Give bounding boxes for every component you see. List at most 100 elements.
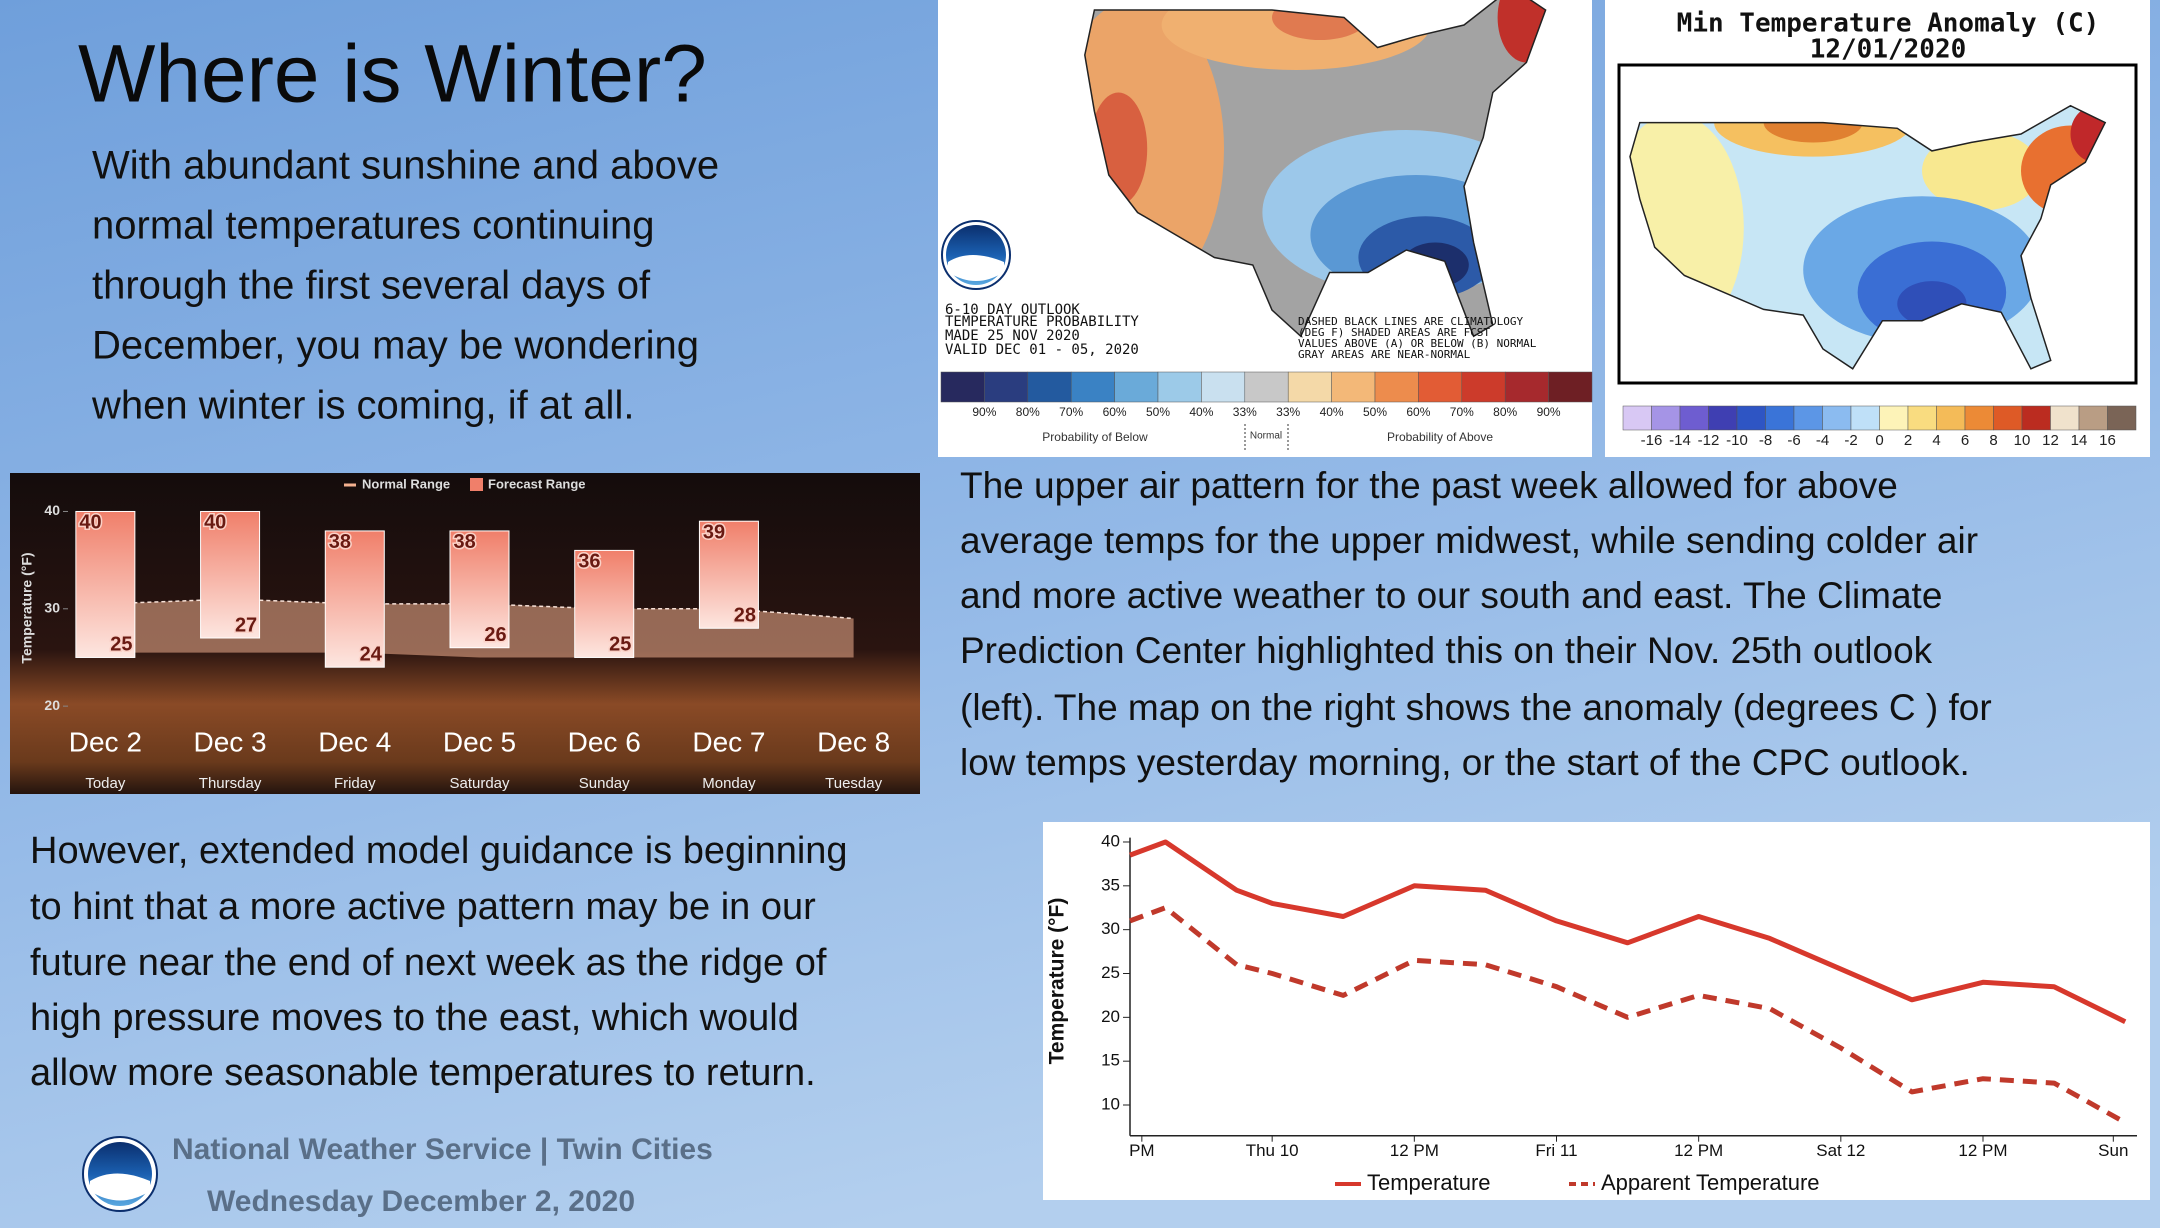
legend-label: 90% (972, 405, 996, 419)
footer-date: Wednesday December 2, 2020 (207, 1185, 635, 1218)
legend-swatch (1201, 371, 1246, 403)
legend-swatch (1374, 371, 1419, 403)
legend-swatch (1504, 371, 1549, 403)
text-line: With abundant sunshine and above (92, 144, 719, 188)
text-line: when winter is coming, if at all. (91, 384, 634, 428)
day-label: Sunday (579, 775, 630, 792)
cpc-text: TEMPERATURE PROBABILITY (945, 314, 1139, 330)
x-tick-label: Sun (2098, 1141, 2128, 1160)
legend-swatch (1765, 405, 1795, 431)
noaa-logo (941, 220, 1011, 290)
anomaly-legend: -16 -14 -12 -10 -8 -6 -4 -2 0 2 4 6 8 10 12 14 16 (1622, 405, 2137, 449)
day-label: Today (85, 775, 126, 792)
legend-label: 33% (1233, 405, 1257, 419)
low-label: 27 (235, 614, 257, 636)
text-line: The upper air pattern for the past week … (960, 465, 1898, 506)
legend-swatch (1736, 405, 1766, 431)
legend-swatch (1907, 405, 1937, 431)
x-tick-label: Dec 6 (568, 726, 641, 757)
legend-label: 60% (1406, 405, 1430, 419)
day-label: Friday (334, 775, 376, 792)
text-line: and more active weather to our south and… (960, 575, 1942, 616)
cpc-note: VALUES ABOVE (A) OR BELOW (B) NORMAL (1298, 337, 1537, 350)
legend-label: 12 (2042, 432, 2059, 449)
text-line: future near the end of next week as the … (30, 942, 827, 984)
series-line (1129, 839, 2127, 1024)
cpc-text: MADE 25 NOV 2020 (945, 328, 1080, 344)
high-label: 38 (329, 531, 351, 553)
legend-label: -6 (1787, 432, 1800, 449)
y-tick-label: 20 (1101, 1007, 1120, 1026)
x-tick-label: Dec 4 (318, 726, 391, 757)
cpc-notes: DASHED BLACK LINES ARE CLIMATOLOGY (DEG … (1298, 315, 1537, 361)
legend-label: Forecast Range (488, 476, 586, 491)
x-tick-label: 12 PM (1674, 1141, 1723, 1160)
x-tick-label: PM (1129, 1141, 1155, 1160)
legend-swatch (1027, 371, 1072, 403)
legend-swatch (2078, 405, 2108, 431)
legend-label: 90% (1537, 405, 1561, 419)
cpc-legend: 90% 80% 70% 60% 50% 40% 33% 33% 40% 50% 60% 70% 80% 9… (940, 371, 1593, 419)
map-zone (1922, 131, 2041, 211)
y-tick-label: 40 (1101, 831, 1120, 850)
forecast-bar (200, 510, 261, 639)
y-tick-label: 35 (1101, 875, 1120, 894)
low-label: 26 (484, 624, 506, 646)
x-tick-label: Dec 7 (692, 726, 765, 757)
legend-swatch (1850, 405, 1880, 431)
high-label: 38 (454, 531, 476, 553)
legend-label: 80% (1016, 405, 1040, 419)
y-axis-title: Temperature (°F) (1046, 898, 1069, 1065)
text-line: average temps for the upper midwest, whi… (960, 520, 1978, 561)
legend-swatch (1070, 371, 1115, 403)
high-label: 39 (703, 521, 725, 543)
legend-swatch (1651, 405, 1681, 431)
low-label: 25 (609, 634, 631, 656)
legend-swatch (984, 371, 1029, 403)
noaa-logo (82, 1136, 158, 1212)
legend-swatch (2050, 405, 2080, 431)
low-label: 28 (734, 605, 756, 627)
day-label: Thursday (199, 775, 262, 792)
legend-label: Temperature (1367, 1170, 1491, 1195)
text-line: (left). The map on the right shows the a… (960, 687, 1992, 728)
footer-office: National Weather Service | Twin Cities (172, 1133, 713, 1166)
legend-swatch (1679, 405, 1709, 431)
x-tick-label: Dec 8 (817, 726, 890, 757)
legend-label: 6 (1961, 432, 1969, 449)
high-label: 36 (578, 551, 600, 573)
x-tick-label: Dec 5 (443, 726, 516, 757)
map-outline (1084, 0, 1547, 338)
legend-swatch (1244, 371, 1289, 403)
legend-label: 70% (1450, 405, 1474, 419)
legend-label: 80% (1493, 405, 1517, 419)
series-line (1129, 905, 2127, 1125)
cpc-caption: 6-10 DAY OUTLOOK TEMPERATURE PROBABILITY… (945, 302, 1139, 358)
legend-swatch (2021, 405, 2051, 431)
cpc-note: (DEG F) SHADED AREAS ARE FCST (1298, 326, 1490, 339)
legend-swatch (1418, 371, 1463, 403)
day-label: Monday (702, 775, 756, 792)
legend-marker (470, 478, 483, 491)
legend-swatch (1936, 405, 1966, 431)
legend-label: -16 (1641, 432, 1663, 449)
forecast-bar (574, 549, 635, 658)
forecast-bar (75, 510, 136, 658)
low-label: 25 (110, 634, 132, 656)
map-title: Min Temperature Anomaly (C) (1677, 9, 2100, 39)
legend-label: -12 (1698, 432, 1720, 449)
legend-swatch (940, 371, 985, 403)
legend-swatch (1993, 405, 2023, 431)
y-tick-label: 10 (1101, 1094, 1120, 1113)
cpc-text: VALID DEC 01 - 05, 2020 (945, 342, 1139, 358)
x-tick-label: Sat 12 (1816, 1141, 1865, 1160)
legend-swatch (1461, 371, 1506, 403)
legend-label: -10 (1726, 432, 1748, 449)
legend-swatch (1793, 405, 1823, 431)
x-tick-label: 12 PM (1390, 1141, 1439, 1160)
day-label: Tuesday (825, 775, 882, 792)
title: Where is Winter? (78, 29, 707, 120)
intro-text: With abundant sunshine and above normal … (91, 144, 719, 428)
